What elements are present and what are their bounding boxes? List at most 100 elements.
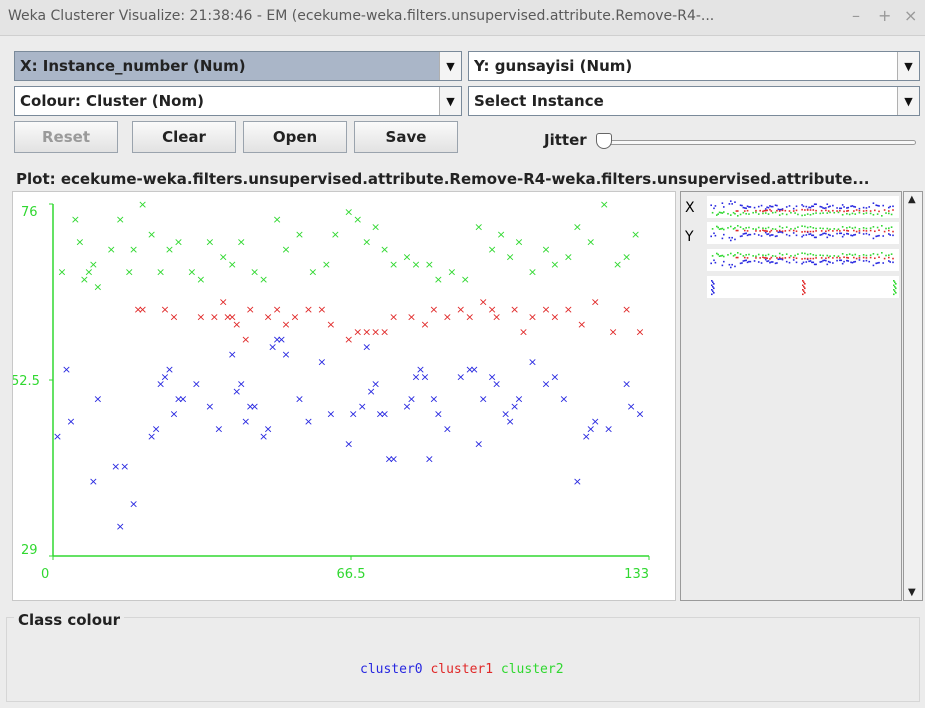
data-point-cluster0[interactable]: × <box>474 438 483 451</box>
data-point-cluster0[interactable]: × <box>626 400 635 413</box>
data-point-cluster0[interactable]: × <box>66 415 75 428</box>
data-point-cluster1[interactable]: × <box>304 303 313 316</box>
data-point-cluster0[interactable]: × <box>514 393 523 406</box>
data-point-cluster0[interactable]: × <box>559 393 568 406</box>
data-point-cluster0[interactable]: × <box>93 393 102 406</box>
data-point-cluster2[interactable]: × <box>281 243 290 256</box>
open-button[interactable]: Open <box>243 121 347 153</box>
data-point-cluster0[interactable]: × <box>151 423 160 436</box>
data-point-cluster1[interactable]: × <box>443 310 452 323</box>
data-point-cluster2[interactable]: × <box>425 258 434 271</box>
data-point-cluster2[interactable]: × <box>322 258 331 271</box>
data-point-cluster2[interactable]: × <box>389 258 398 271</box>
data-point-cluster0[interactable]: × <box>250 400 259 413</box>
data-point-cluster0[interactable]: × <box>205 400 214 413</box>
data-point-cluster0[interactable]: × <box>541 378 550 391</box>
data-point-cluster1[interactable]: × <box>210 310 219 323</box>
data-point-cluster1[interactable]: × <box>407 310 416 323</box>
reset-button[interactable]: Reset <box>14 121 118 153</box>
attribute-strip[interactable] <box>707 249 899 271</box>
data-point-cluster0[interactable]: × <box>376 408 385 421</box>
attribute-bars-svg[interactable]: X Y <box>681 192 901 600</box>
data-point-cluster2[interactable]: × <box>371 220 380 233</box>
data-point-cluster2[interactable]: × <box>541 243 550 256</box>
data-point-cluster1[interactable]: × <box>290 310 299 323</box>
data-point-cluster0[interactable]: × <box>214 423 223 436</box>
data-point-cluster1[interactable]: × <box>371 325 380 338</box>
data-point-cluster2[interactable]: × <box>362 235 371 248</box>
data-point-cluster1[interactable]: × <box>134 303 143 316</box>
data-point-cluster1[interactable]: × <box>219 295 228 308</box>
scroll-down-icon[interactable]: ▼ <box>908 587 916 598</box>
data-point-cluster0[interactable]: × <box>420 370 429 383</box>
data-point-cluster0[interactable]: × <box>259 430 268 443</box>
data-point-cluster2[interactable]: × <box>259 273 268 286</box>
maximize-button[interactable]: + <box>878 6 892 25</box>
data-point-cluster0[interactable]: × <box>367 385 376 398</box>
data-point-cluster0[interactable]: × <box>582 430 591 443</box>
data-point-cluster0[interactable]: × <box>344 438 353 451</box>
data-point-cluster1[interactable]: × <box>577 318 586 331</box>
data-point-cluster0[interactable]: × <box>349 408 358 421</box>
data-point-cluster0[interactable]: × <box>169 408 178 421</box>
data-point-cluster1[interactable]: × <box>263 310 272 323</box>
data-point-cluster2[interactable]: × <box>116 213 125 226</box>
data-point-cluster2[interactable]: × <box>474 220 483 233</box>
data-point-cluster1[interactable]: × <box>317 303 326 316</box>
clear-button[interactable]: Clear <box>132 121 236 153</box>
data-point-cluster0[interactable]: × <box>232 385 241 398</box>
data-point-cluster1[interactable]: × <box>223 310 232 323</box>
data-point-cluster0[interactable]: × <box>111 460 120 473</box>
select-instance-dropdown[interactable]: Select Instance ▼ <box>468 86 920 116</box>
data-point-cluster0[interactable]: × <box>443 423 452 436</box>
attribute-strip[interactable] <box>707 222 899 244</box>
jitter-slider-track[interactable] <box>598 140 916 145</box>
data-point-cluster2[interactable]: × <box>75 235 84 248</box>
data-point-cluster2[interactable]: × <box>237 235 246 248</box>
data-point-cluster0[interactable]: × <box>411 370 420 383</box>
data-point-cluster2[interactable]: × <box>205 235 214 248</box>
data-point-cluster2[interactable]: × <box>295 228 304 241</box>
data-point-cluster0[interactable]: × <box>604 423 613 436</box>
data-point-cluster2[interactable]: × <box>57 265 66 278</box>
data-point-cluster2[interactable]: × <box>411 258 420 271</box>
save-button[interactable]: Save <box>354 121 458 153</box>
data-point-cluster0[interactable]: × <box>389 453 398 466</box>
data-point-cluster1[interactable]: × <box>479 295 488 308</box>
data-point-cluster0[interactable]: × <box>241 415 250 428</box>
data-point-cluster0[interactable]: × <box>501 408 510 421</box>
data-point-cluster0[interactable]: × <box>434 408 443 421</box>
data-point-cluster0[interactable]: × <box>326 408 335 421</box>
data-point-cluster2[interactable]: × <box>125 265 134 278</box>
data-point-cluster1[interactable]: × <box>492 310 501 323</box>
data-point-cluster2[interactable]: × <box>187 265 196 278</box>
data-point-cluster1[interactable]: × <box>380 325 389 338</box>
data-point-cluster2[interactable]: × <box>447 265 456 278</box>
data-point-cluster0[interactable]: × <box>116 520 125 533</box>
data-point-cluster2[interactable]: × <box>174 235 183 248</box>
data-point-cluster1[interactable]: × <box>456 303 465 316</box>
data-point-cluster1[interactable]: × <box>160 303 169 316</box>
data-point-cluster2[interactable]: × <box>165 243 174 256</box>
data-point-cluster0[interactable]: × <box>147 430 156 443</box>
data-point-cluster1[interactable]: × <box>353 325 362 338</box>
data-point-cluster2[interactable]: × <box>250 265 259 278</box>
attribute-panel-scrollbar[interactable]: ▲ ▼ <box>903 191 923 601</box>
data-point-cluster0[interactable]: × <box>371 378 380 391</box>
data-point-cluster0[interactable]: × <box>622 378 631 391</box>
data-point-cluster0[interactable]: × <box>304 415 313 428</box>
data-point-cluster1[interactable]: × <box>228 310 237 323</box>
data-point-cluster0[interactable]: × <box>62 363 71 376</box>
colour-select[interactable]: Colour: Cluster (Nom) ▼ <box>14 86 462 116</box>
data-point-cluster0[interactable]: × <box>358 400 367 413</box>
data-point-cluster1[interactable]: × <box>510 303 519 316</box>
data-point-cluster1[interactable]: × <box>429 303 438 316</box>
data-point-cluster2[interactable]: × <box>156 265 165 278</box>
data-point-cluster0[interactable]: × <box>573 475 582 488</box>
data-point-cluster0[interactable]: × <box>281 348 290 361</box>
minimize-button[interactable]: – <box>852 6 860 25</box>
data-point-cluster0[interactable]: × <box>89 475 98 488</box>
data-point-cluster2[interactable]: × <box>402 250 411 263</box>
data-point-cluster0[interactable]: × <box>160 370 169 383</box>
